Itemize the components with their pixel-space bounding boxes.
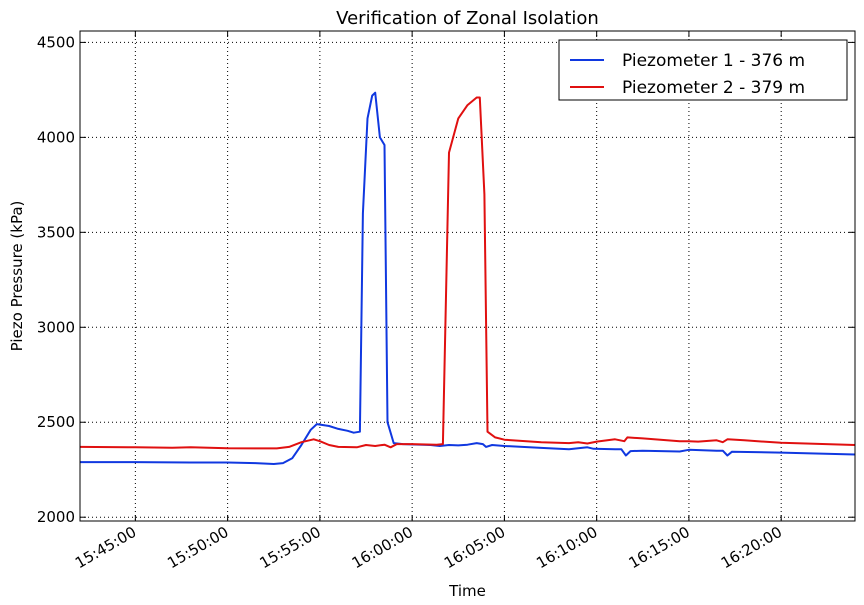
x-tick-label: 16:00:00	[349, 523, 416, 572]
y-tick-label: 3000	[37, 318, 75, 336]
legend-label-piezometer-1: Piezometer 1 - 376 m	[622, 51, 805, 71]
x-tick-label: 16:05:00	[441, 523, 508, 572]
plot-frame	[79, 30, 856, 522]
y-tick-label: 4000	[37, 128, 75, 146]
y-tick-label: 3500	[37, 223, 75, 241]
y-tick-label: 2000	[37, 508, 75, 526]
x-tick-label: 15:50:00	[164, 523, 231, 572]
x-axis-label: Time	[448, 582, 486, 600]
series-line-piezometer-2	[79, 96, 856, 450]
series-layer	[79, 91, 856, 465]
x-tick-label: 15:45:00	[72, 523, 139, 572]
legend-box	[558, 39, 848, 101]
y-tick-label: 2500	[37, 413, 75, 431]
x-tick-label: 16:20:00	[718, 523, 785, 572]
legend-label-piezometer-2: Piezometer 2 - 379 m	[622, 78, 805, 98]
y-axis-label: Piezo Pressure (kPa)	[8, 201, 26, 352]
x-tick-label: 16:15:00	[626, 523, 693, 572]
series-line-piezometer-1	[80, 91, 856, 465]
chart-title: Verification of Zonal Isolation	[336, 8, 599, 29]
x-tick-label: 15:55:00	[257, 523, 324, 572]
legend: Piezometer 1 - 376 m Piezometer 2 - 379 …	[558, 39, 848, 101]
x-tick-label: 16:10:00	[533, 523, 600, 572]
y-tick-label: 4500	[37, 33, 75, 51]
